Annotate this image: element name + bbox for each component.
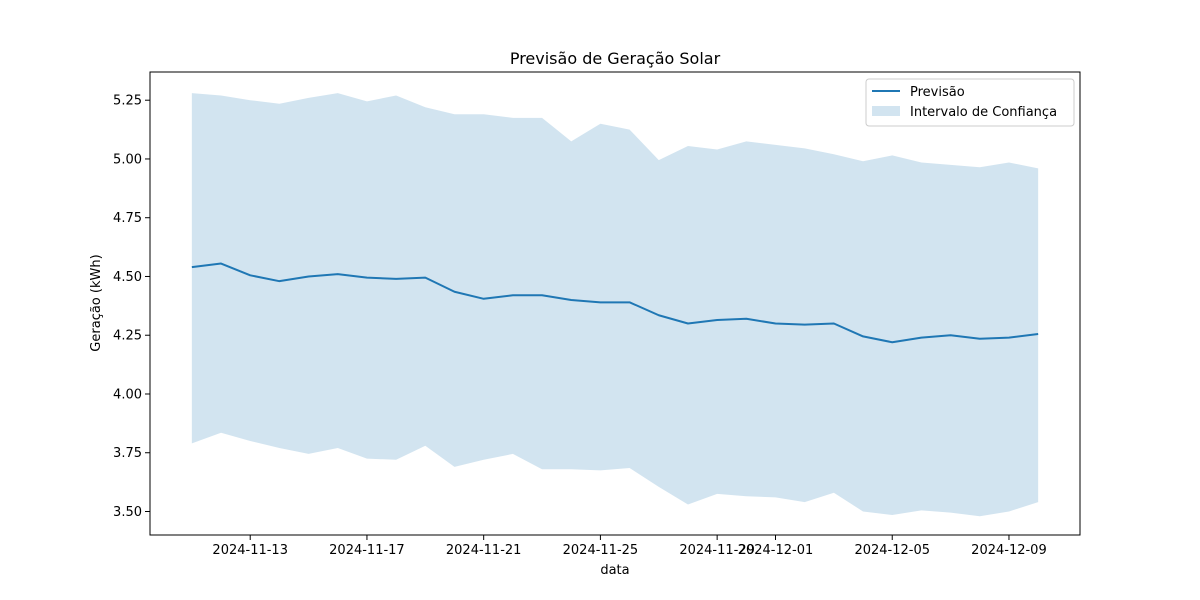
x-tick-label: 2024-12-05 [854,543,930,558]
chart-title: Previsão de Geração Solar [510,49,721,68]
x-tick-label: 2024-11-21 [446,543,522,558]
y-tick-label: 4.25 [113,329,142,344]
y-axis-ticks: 3.50 3.75 4.00 4.25 4.50 4.75 5.00 5.25 [113,94,150,520]
y-tick-label: 4.75 [113,211,142,226]
y-tick-label: 3.50 [113,505,142,520]
y-tick-label: 4.50 [113,270,142,285]
plot-area-frame [149,71,1081,536]
confidence-band-layer [191,93,1039,517]
x-tick-label: 2024-11-17 [329,543,405,558]
legend-label-confidence: Intervalo de Confiança [910,105,1057,120]
y-axis-label: Geração (kWh) [89,254,104,351]
x-tick-label: 2024-12-09 [971,543,1047,558]
y-tick-label: 3.75 [113,446,142,461]
x-tick-label: 2024-11-25 [563,543,639,558]
x-tick-label: 2024-12-01 [738,543,814,558]
x-tick-label: 2024-11-13 [212,543,288,558]
legend-label-forecast: Previsão [910,85,965,100]
y-tick-label: 5.25 [113,94,142,109]
x-axis-ticks: 2024-11-13 2024-11-17 2024-11-21 2024-11-25… [212,535,1047,558]
x-axis-label: data [600,563,629,578]
forecast-line [191,262,1039,344]
confidence-band [191,93,1039,517]
legend: Previsão Intervalo de Confiança [865,78,1075,127]
forecast-line-layer [191,262,1039,344]
y-tick-label: 5.00 [113,152,142,167]
legend-band-swatch [872,106,900,116]
legend-box [865,78,1075,127]
x-tick-label: 2024-11-29 [679,543,755,558]
y-tick-label: 4.00 [113,387,142,402]
